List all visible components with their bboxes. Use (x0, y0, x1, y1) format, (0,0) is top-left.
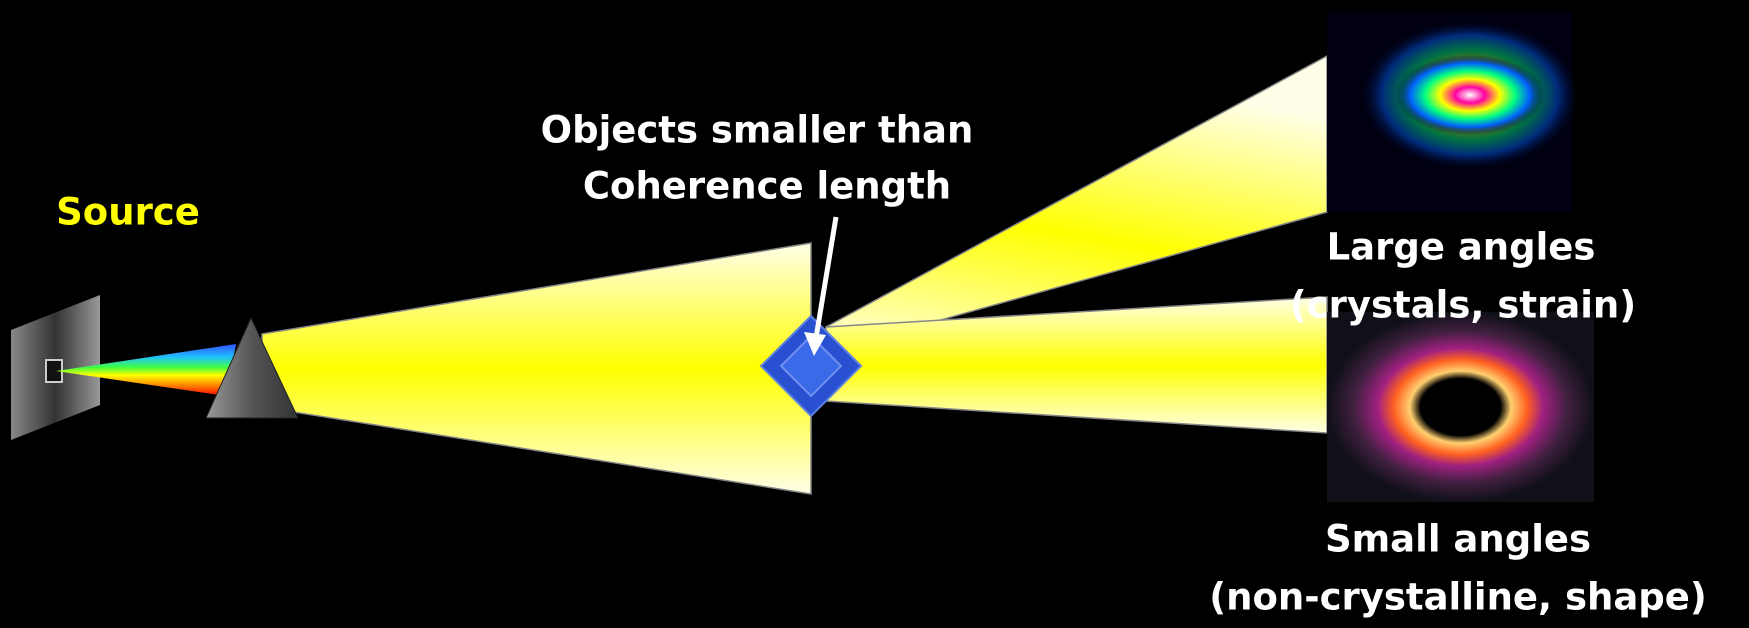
large-angle-pattern (1395, 55, 1545, 135)
source-label: Source (56, 191, 200, 234)
prism (205, 316, 299, 419)
small-angle-pattern (1327, 312, 1594, 502)
large-angles-title: Large angles (1327, 226, 1596, 269)
small-angles-note: (non-crystalline, shape) (1209, 576, 1707, 619)
arrow-head (804, 332, 826, 356)
object-label: Objects smaller than (541, 109, 974, 152)
object-label: Coherence length (583, 165, 951, 208)
rainbow-beam (56, 344, 236, 396)
crystal-facet (779, 334, 843, 398)
small-angles-title: Small angles (1325, 518, 1591, 561)
arrow-line (813, 216, 839, 339)
large-angles-note: (crystals, strain) (1290, 284, 1636, 327)
main-beam (261, 242, 812, 495)
